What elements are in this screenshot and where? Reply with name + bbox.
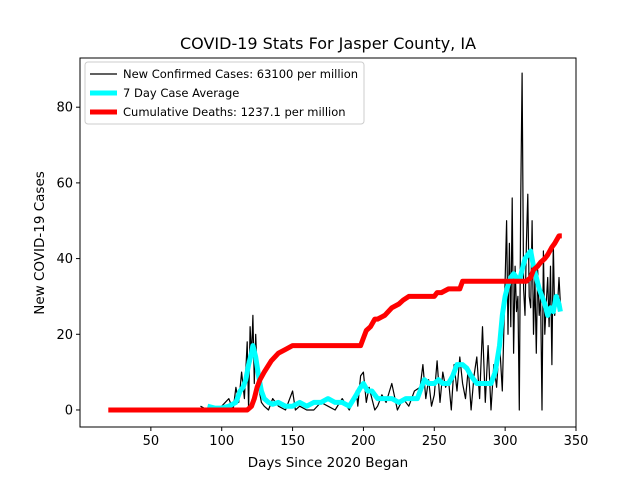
legend: New Confirmed Cases: 63100 per million 7 … [84,61,365,125]
y-axis-label: New COVID-19 Cases [32,171,48,315]
series-layer [108,72,563,413]
plot-area [79,57,577,428]
chart-title: COVID-19 Stats For Jasper County, IA [180,34,476,53]
series-line-1 [206,248,563,411]
legend-label-2: Cumulative Deaths: 1237.1 per million [123,105,346,119]
legend-box [84,61,365,125]
x-tick-label: 350 [564,434,589,449]
x-tick-label: 150 [280,434,305,449]
x-tick-label: 300 [493,434,518,449]
x-tick-label: 200 [351,434,376,449]
legend-entries: New Confirmed Cases: 63100 per million 7 … [90,67,358,119]
series-line-2 [108,233,562,413]
y-tick-label: 60 [56,176,73,191]
x-axis-label: Days Since 2020 Began [248,455,409,471]
y-tick-label: 80 [56,101,73,116]
x-tick-label: 250 [422,434,447,449]
y-tick-label: 0 [65,403,73,418]
y-tick-label: 20 [56,328,73,343]
x-tick-label: 50 [143,434,160,449]
legend-label-1: 7 Day Case Average [123,86,239,100]
series-line-0 [200,72,561,411]
plot-frame [79,57,577,428]
y-axis: 0 20 40 60 80 [56,101,80,418]
x-axis: 50 100 150 200 250 300 350 [143,427,589,449]
legend-label-0: New Confirmed Cases: 63100 per million [123,67,358,81]
x-tick-label: 100 [209,434,234,449]
y-tick-label: 40 [56,252,73,267]
